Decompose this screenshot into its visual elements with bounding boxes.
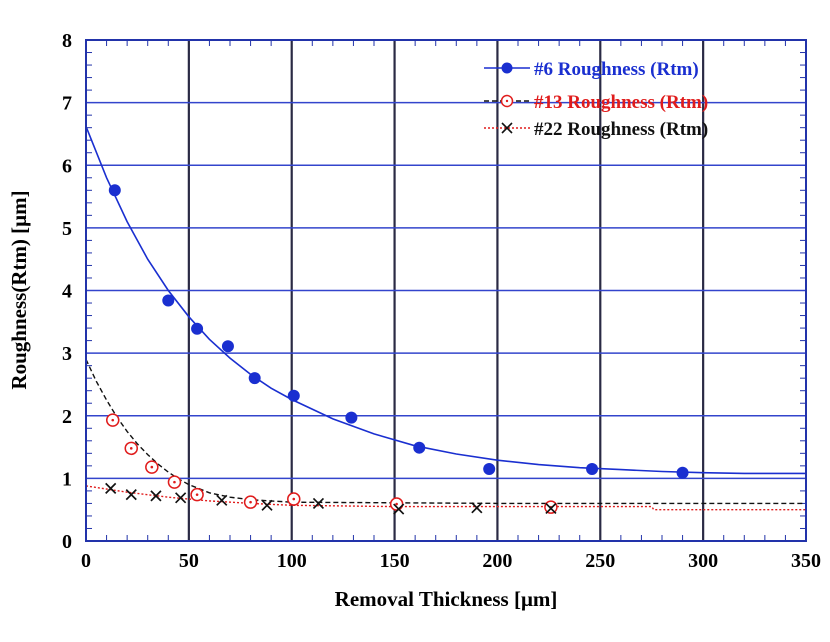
legend: #6 Roughness (Rtm) #13 Roughness (Rtm) #…	[484, 59, 708, 140]
data-point-series-22	[261, 499, 273, 511]
y-tick-label: 1	[62, 468, 72, 490]
data-point-series-22	[175, 492, 187, 504]
y-tick-label: 6	[62, 155, 72, 177]
data-point-center-series-13	[111, 418, 115, 422]
y-axis-title: Roughness(Rtm) [μm]	[7, 190, 31, 389]
legend-label-series-22: #22 Roughness (Rtm)	[534, 119, 708, 140]
data-point-series-6	[191, 322, 204, 335]
plot-frame	[85, 39, 807, 542]
data-point-series-22	[125, 489, 137, 501]
data-point-series-22	[216, 494, 228, 506]
grid-lines	[86, 40, 806, 541]
y-tick-label: 3	[62, 343, 72, 365]
data-point-center-series-13	[195, 493, 199, 496]
legend-marker-series-6	[501, 62, 513, 74]
data-point-series-6	[162, 294, 175, 307]
y-tick-label: 8	[62, 30, 72, 52]
legend-marker-dot-series-13	[505, 99, 509, 103]
data-point-series-6	[248, 372, 261, 385]
data-point-series-6	[483, 462, 496, 475]
y-tick-label: 4	[62, 281, 72, 303]
data-point-series-22	[105, 482, 117, 494]
data-point-center-series-13	[129, 447, 133, 450]
x-tick-label: 100	[277, 550, 307, 572]
data-point-series-22	[545, 502, 557, 515]
data-point-series-6	[676, 466, 689, 479]
y-tick-label: 2	[62, 406, 72, 428]
data-point-center-series-13	[249, 500, 252, 504]
x-tick-label: 150	[380, 550, 410, 572]
legend-marker-series-22	[501, 122, 513, 134]
data-point-series-22	[471, 502, 483, 514]
x-tick-label: 200	[482, 550, 512, 572]
x-tick-label: 350	[791, 550, 821, 572]
x-axis-title: Removal Thickness [μm]	[335, 587, 558, 611]
y-tick-label: 0	[62, 531, 72, 553]
data-point-series-6	[287, 389, 300, 402]
data-points	[105, 184, 689, 515]
x-tick-label: 0	[81, 550, 91, 572]
data-point-series-6	[221, 340, 234, 353]
data-point-series-22	[393, 503, 405, 515]
y-tick-label: 7	[62, 93, 72, 115]
data-point-series-22	[312, 497, 325, 510]
legend-label-series-13: #13 Roughness (Rtm)	[534, 92, 708, 113]
y-tick-label: 5	[62, 218, 72, 240]
data-point-series-6	[108, 184, 121, 197]
data-point-series-6	[345, 411, 358, 424]
data-point-center-series-13	[173, 480, 176, 484]
data-point-center-series-13	[292, 497, 296, 501]
x-tick-label: 250	[585, 550, 615, 572]
data-point-center-series-13	[150, 465, 154, 469]
data-point-series-22	[150, 490, 162, 502]
data-point-center-series-13	[395, 502, 398, 506]
data-point-series-6	[586, 462, 599, 475]
data-point-series-6	[413, 441, 426, 454]
tick-labels: 0 50 100 150 200 250 300 350 0 1 2 3 4 5 6 7 8	[62, 30, 821, 572]
x-tick-label: 300	[688, 550, 718, 572]
fit-curve-series-1	[85, 126, 806, 475]
legend-label-series-6: #6 Roughness (Rtm)	[534, 59, 699, 80]
x-tick-label: 50	[179, 550, 199, 572]
